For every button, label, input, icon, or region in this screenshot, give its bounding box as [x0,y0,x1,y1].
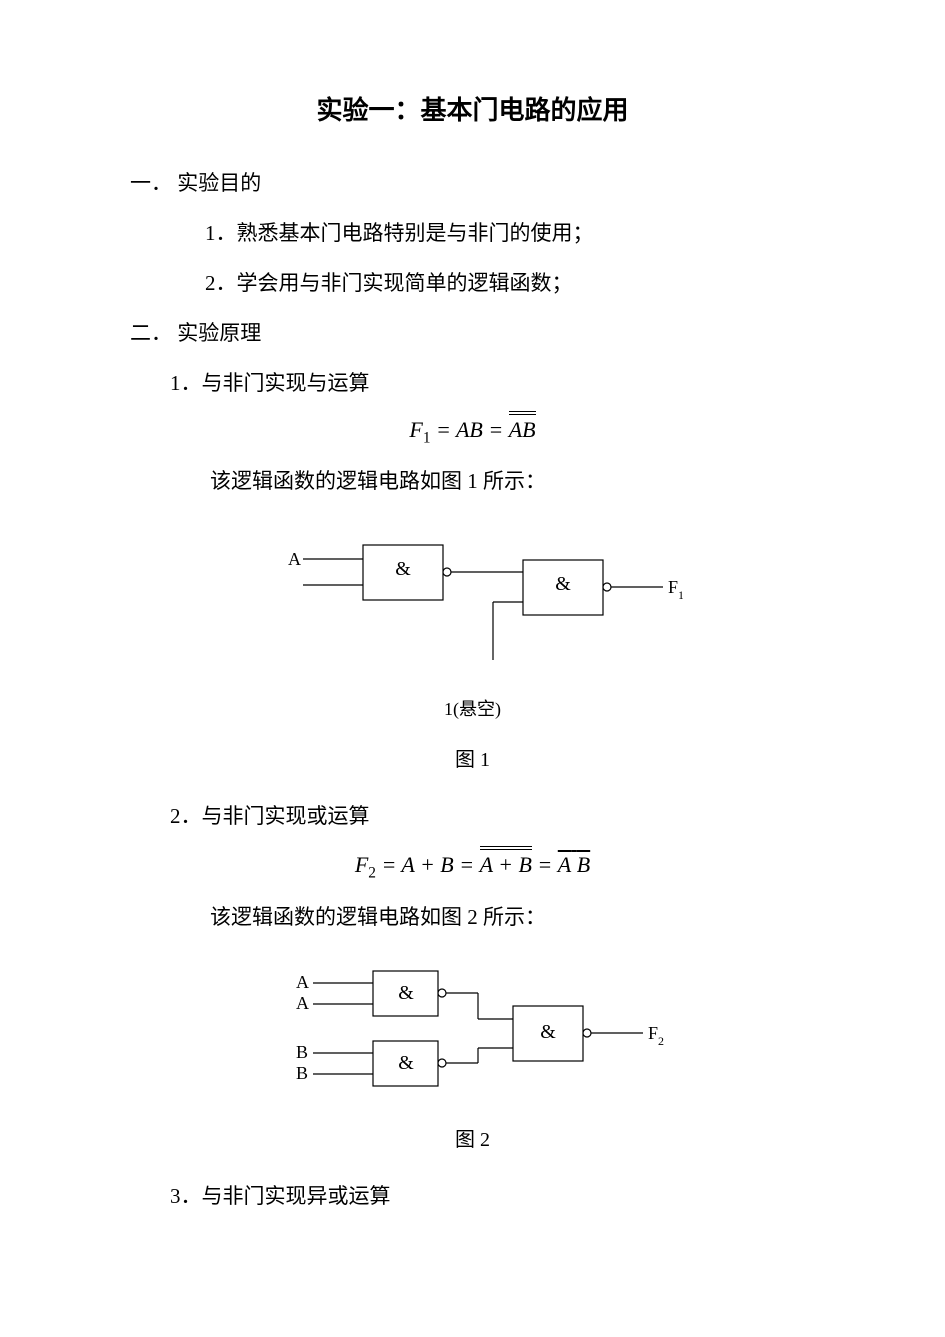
figure-1: & & A F1 [100,525,845,685]
section-1-head: 一． 实验目的 [130,167,845,197]
figure-1-caption: 图 1 [100,743,845,772]
label-f2: F2 [648,1023,664,1048]
figure-1-svg: & & A F1 [263,525,683,685]
label-f1: F1 [668,577,683,602]
figure-2-caption: 图 2 [100,1123,845,1152]
formula-2-dblbar: A + B [480,850,532,878]
formula-1-mid: = AB = [431,417,509,442]
section-2-part-2-head: 2．与非门实现或运算 [170,800,845,830]
formula-2-outerbar: A B [558,848,590,878]
section-2-part-2-desc: 该逻辑函数的逻辑电路如图 2 所示： [210,901,845,931]
section-2-head: 二． 实验原理 [130,317,845,347]
formula-1-dblbar: AB [509,415,536,443]
page-title: 实验一：基本门电路的应用 [100,90,845,127]
formula-1-sub: 1 [423,429,431,446]
section-2-part-3-head: 3．与非门实现异或运算 [170,1180,845,1210]
label-b1: B [296,1042,308,1062]
section-1-item-1: 1．熟悉基本门电路特别是与非门的使用； [205,217,845,247]
formula-1: F1 = AB = AB [100,415,845,447]
gate2-and-symbol-2: & [398,1052,414,1074]
section-1-item-2: 2．学会用与非门实现简单的逻辑函数； [205,267,845,297]
figure-2-svg: & & & A A B B [263,961,683,1101]
formula-2-sub: 2 [368,865,376,882]
gate2-and-symbol-1: & [398,982,414,1004]
formula-2-barB: B [577,850,590,878]
section-2-part-1-desc: 该逻辑函数的逻辑电路如图 1 所示： [210,465,845,495]
label-a: A [288,549,301,569]
formula-2-barA: A [558,850,571,878]
formula-1-lhs: F [409,417,422,442]
document-page: 实验一：基本门电路的应用 一． 实验目的 1．熟悉基本门电路特别是与非门的使用；… [0,0,945,1288]
label-b2: B [296,1063,308,1083]
gate2-and-symbol-3: & [540,1021,556,1043]
gate-and-symbol: & [395,558,411,580]
formula-2-eq: = [532,852,558,877]
formula-2-lhs: F [355,852,368,877]
formula-2-a: = A + B = [376,852,480,877]
gate-and-symbol-2: & [555,573,571,595]
figure-1-note: 1(悬空) [100,695,845,721]
figure-2: & & & A A B B [100,961,845,1101]
formula-2: F2 = A + B = A + B = A B [100,848,845,882]
label-a2: A [296,993,309,1013]
label-a1: A [296,972,309,992]
section-2-part-1-head: 1．与非门实现与运算 [170,367,845,397]
